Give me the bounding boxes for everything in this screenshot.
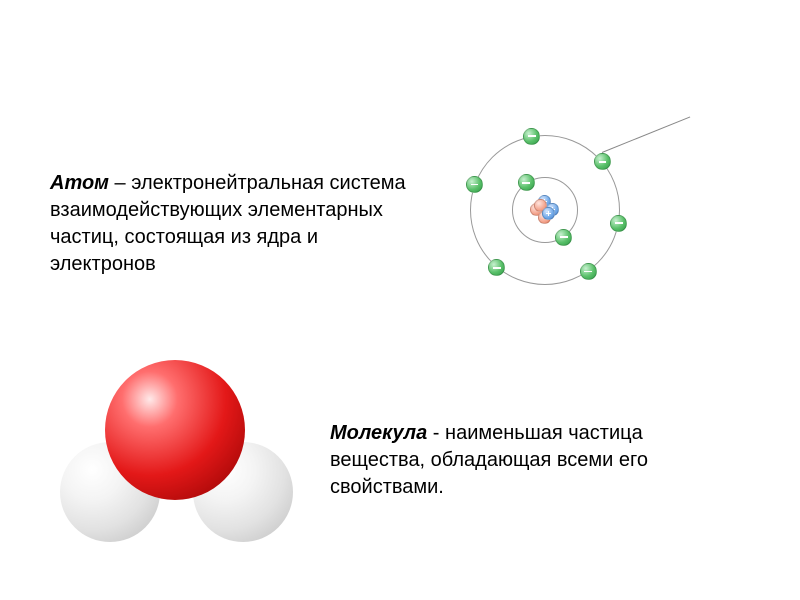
molecule-diagram bbox=[65, 360, 295, 560]
molecule-term: Молекула bbox=[330, 422, 427, 444]
electron bbox=[610, 215, 627, 232]
molecule-definition: Молекула - наименьшая частица вещества, … bbox=[330, 420, 690, 501]
electron bbox=[488, 259, 505, 276]
electron bbox=[555, 229, 572, 246]
atom-term: Атом bbox=[50, 172, 109, 194]
electron bbox=[580, 263, 597, 280]
atom-diagram bbox=[435, 100, 665, 320]
oxygen-atom bbox=[105, 360, 245, 500]
atom-definition: Атом – электронейтральная система взаимо… bbox=[50, 170, 420, 278]
proton bbox=[542, 207, 555, 220]
atom-nucleus bbox=[530, 195, 560, 225]
electron bbox=[523, 128, 540, 145]
electron bbox=[518, 174, 535, 191]
leader-line bbox=[602, 116, 690, 153]
electron bbox=[466, 176, 483, 193]
electron bbox=[594, 153, 611, 170]
